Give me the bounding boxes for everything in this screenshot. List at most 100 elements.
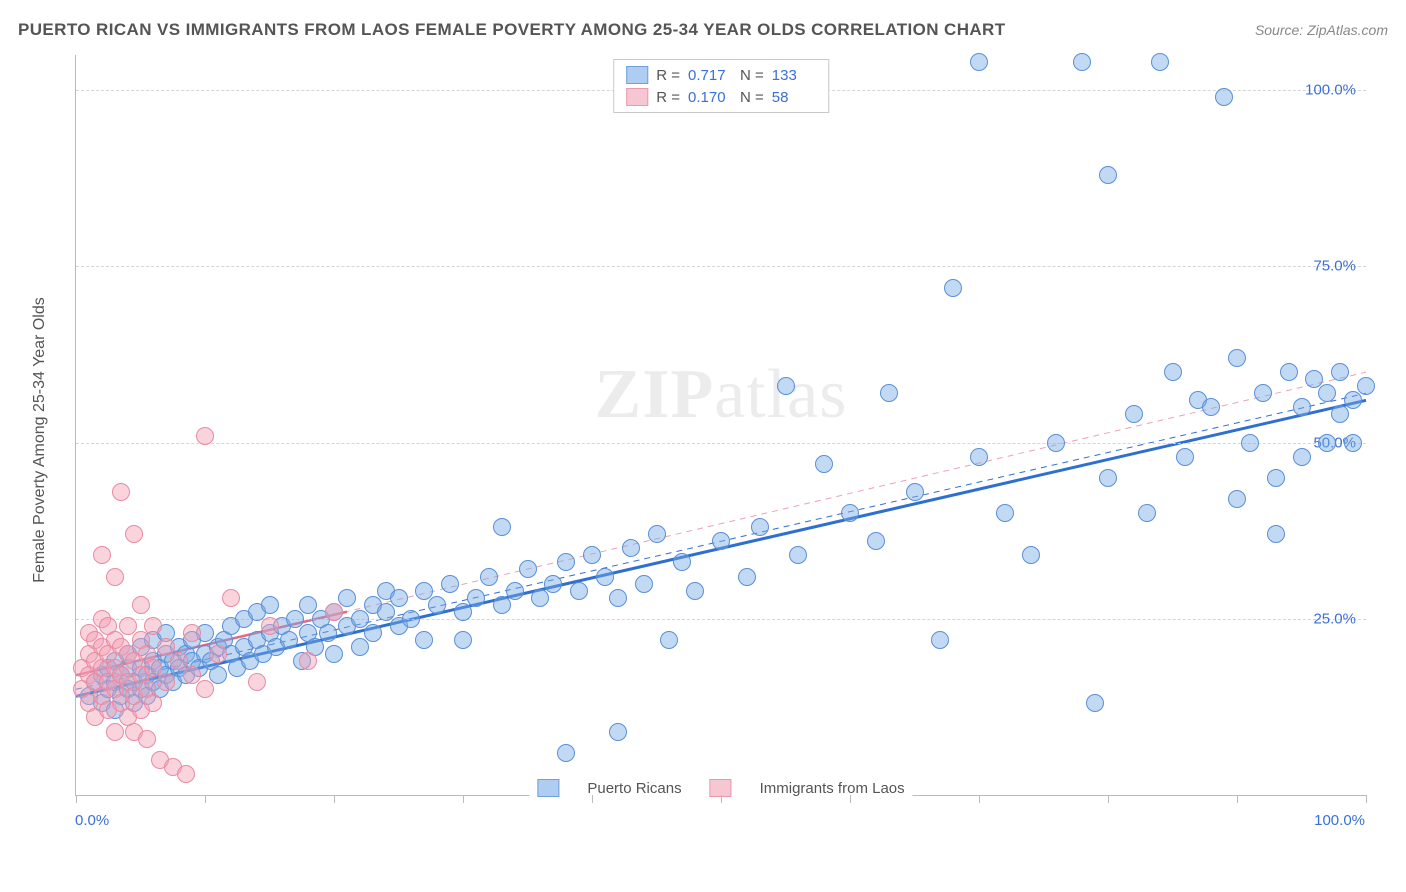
data-point-pr xyxy=(996,504,1014,522)
watermark-zip: ZIP xyxy=(595,356,715,433)
data-point-laos xyxy=(177,765,195,783)
data-point-pr xyxy=(1176,448,1194,466)
n-value-pr: 133 xyxy=(772,67,816,84)
data-point-pr xyxy=(280,631,298,649)
data-point-pr xyxy=(390,589,408,607)
data-point-pr xyxy=(880,384,898,402)
n-value-laos: 58 xyxy=(772,89,816,106)
data-point-laos xyxy=(157,673,175,691)
x-tick xyxy=(1366,795,1367,803)
data-point-pr xyxy=(686,582,704,600)
data-point-pr xyxy=(1073,53,1091,71)
data-point-pr xyxy=(467,589,485,607)
swatch-laos xyxy=(626,88,648,106)
data-point-pr xyxy=(1202,398,1220,416)
data-point-pr xyxy=(906,483,924,501)
data-point-pr xyxy=(1151,53,1169,71)
data-point-laos xyxy=(106,568,124,586)
data-point-pr xyxy=(325,645,343,663)
gridline xyxy=(76,266,1366,267)
stats-row-laos: R = 0.170 N = 58 xyxy=(614,86,828,108)
data-point-pr xyxy=(1318,434,1336,452)
x-tick xyxy=(850,795,851,803)
series-label-laos: Immigrants from Laos xyxy=(760,780,905,797)
scatter-plot: ZIPatlas R = 0.717 N = 133 R = 0.170 N =… xyxy=(75,55,1366,796)
data-point-pr xyxy=(544,575,562,593)
data-point-pr xyxy=(319,624,337,642)
data-point-laos xyxy=(93,546,111,564)
x-tick xyxy=(979,795,980,803)
data-point-laos xyxy=(299,652,317,670)
r-label: R = xyxy=(656,67,680,84)
x-tick xyxy=(334,795,335,803)
data-point-laos xyxy=(209,645,227,663)
chart-area: Female Poverty Among 25-34 Year Olds ZIP… xyxy=(50,55,1380,825)
n-label: N = xyxy=(740,89,764,106)
data-point-pr xyxy=(261,596,279,614)
data-point-pr xyxy=(428,596,446,614)
data-point-pr xyxy=(1047,434,1065,452)
data-point-laos xyxy=(261,617,279,635)
data-point-pr xyxy=(1267,469,1285,487)
y-tick-label: 100.0% xyxy=(1305,82,1356,99)
data-point-laos xyxy=(125,525,143,543)
data-point-pr xyxy=(931,631,949,649)
data-point-pr xyxy=(841,504,859,522)
r-label: R = xyxy=(656,89,680,106)
data-point-pr xyxy=(648,525,666,543)
y-tick-label: 75.0% xyxy=(1313,258,1356,275)
watermark: ZIPatlas xyxy=(595,355,848,435)
data-point-laos xyxy=(325,603,343,621)
data-point-pr xyxy=(1331,405,1349,423)
data-point-pr xyxy=(1125,405,1143,423)
data-point-laos xyxy=(132,596,150,614)
data-point-pr xyxy=(557,553,575,571)
data-point-pr xyxy=(1099,166,1117,184)
data-point-pr xyxy=(1022,546,1040,564)
data-point-laos xyxy=(248,673,266,691)
data-point-laos xyxy=(196,427,214,445)
x-min-label: 0.0% xyxy=(75,812,109,829)
data-point-pr xyxy=(1086,694,1104,712)
data-point-laos xyxy=(144,617,162,635)
data-point-pr xyxy=(777,377,795,395)
x-tick xyxy=(76,795,77,803)
data-point-pr xyxy=(493,596,511,614)
stats-row-pr: R = 0.717 N = 133 xyxy=(614,64,828,86)
data-point-pr xyxy=(1357,377,1375,395)
data-point-pr xyxy=(557,744,575,762)
data-point-laos xyxy=(112,483,130,501)
x-tick xyxy=(205,795,206,803)
n-label: N = xyxy=(740,67,764,84)
data-point-pr xyxy=(970,448,988,466)
data-point-pr xyxy=(1228,349,1246,367)
x-max-label: 100.0% xyxy=(1314,812,1365,829)
data-point-pr xyxy=(1267,525,1285,543)
x-tick xyxy=(463,795,464,803)
swatch-pr-bottom xyxy=(537,779,559,797)
r-value-pr: 0.717 xyxy=(688,67,732,84)
data-point-pr xyxy=(583,546,601,564)
stats-legend: R = 0.717 N = 133 R = 0.170 N = 58 xyxy=(613,59,829,113)
data-point-pr xyxy=(944,279,962,297)
x-tick xyxy=(1108,795,1109,803)
data-point-pr xyxy=(1138,504,1156,522)
data-point-pr xyxy=(415,631,433,649)
data-point-pr xyxy=(1293,398,1311,416)
data-point-pr xyxy=(454,603,472,621)
data-point-pr xyxy=(570,582,588,600)
data-point-laos xyxy=(196,680,214,698)
watermark-atlas: atlas xyxy=(714,356,847,433)
data-point-pr xyxy=(867,532,885,550)
data-point-pr xyxy=(1293,448,1311,466)
data-point-pr xyxy=(596,568,614,586)
data-point-laos xyxy=(106,723,124,741)
data-point-pr xyxy=(454,631,472,649)
data-point-pr xyxy=(1318,384,1336,402)
data-point-pr xyxy=(1331,363,1349,381)
data-point-laos xyxy=(222,589,240,607)
data-point-pr xyxy=(531,589,549,607)
data-point-pr xyxy=(673,553,691,571)
chart-header: PUERTO RICAN VS IMMIGRANTS FROM LAOS FEM… xyxy=(18,20,1388,40)
data-point-pr xyxy=(635,575,653,593)
